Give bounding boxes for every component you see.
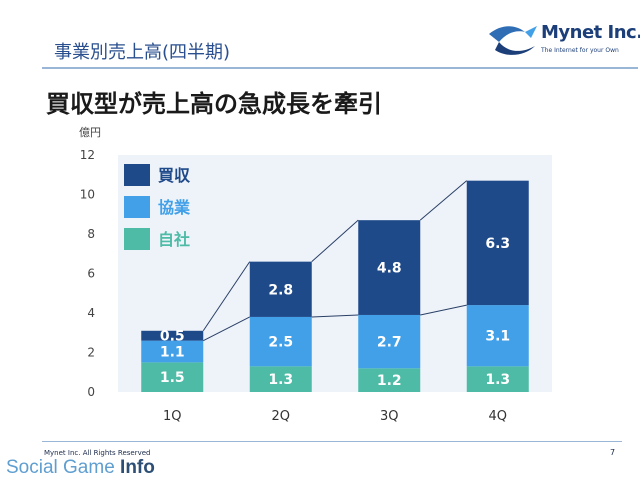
logo-name: Mynet Inc. (541, 22, 640, 43)
legend-swatch (124, 228, 150, 250)
y-tick-label: 10 (80, 188, 95, 202)
y-tick-label: 6 (87, 267, 95, 281)
data-label: 0.5 (160, 329, 185, 345)
data-label: 1.2 (377, 373, 402, 389)
bar-segment (141, 340, 204, 363)
bar-segment (249, 366, 312, 392)
watermark-bold-text: Info (120, 457, 155, 478)
stacked-bar-chart: 億円 0 2 4 6 8 10 12 1.5 1.10.5 1Q 1.3 2.5 2.8 2Q 1.2 2.7 4… (79, 126, 552, 424)
legend-swatch (124, 164, 150, 186)
footer-copyright: Mynet Inc. All Rights Reserved (44, 449, 151, 457)
data-label: 1.3 (485, 372, 510, 388)
bar-segment (466, 305, 529, 367)
y-axis-unit-label: 億円 (79, 126, 101, 139)
x-tick-label: 2Q (271, 409, 290, 424)
data-label: 2.7 (377, 335, 402, 351)
title-divider (42, 67, 638, 69)
watermark-text: Social Game (6, 457, 121, 478)
connector-line (202, 261, 251, 332)
legend-label: 自社 (158, 230, 190, 249)
connector-line (420, 304, 467, 316)
watermark: Social Game Info (6, 457, 155, 479)
bar-segment (466, 366, 529, 392)
x-tick-label: 4Q (488, 409, 507, 424)
legend-swatch (124, 196, 150, 218)
page-number: 7 (610, 448, 616, 457)
y-tick-label: 8 (87, 227, 95, 241)
slide-headline: 買収型が売上高の急成長を牽引 (46, 90, 382, 118)
data-label: 3.1 (485, 329, 510, 345)
y-tick-label: 2 (87, 346, 95, 360)
bar-segment (249, 316, 312, 367)
y-tick-label: 4 (87, 306, 95, 320)
data-label: 2.5 (268, 335, 293, 351)
x-tick-label: 3Q (380, 409, 399, 424)
bar-segment (358, 220, 421, 315)
logo-wing-icon (489, 26, 537, 55)
bar-segment (358, 368, 421, 392)
data-label: 6.3 (485, 236, 510, 252)
data-label: 2.8 (268, 282, 293, 298)
data-label: 4.8 (377, 261, 402, 277)
connector-line (311, 314, 359, 318)
connector-line (419, 180, 468, 221)
bar-segment (249, 261, 312, 317)
bar-segment (358, 314, 421, 369)
y-tick-label: 0 (87, 385, 95, 399)
legend-label: 買収 (158, 166, 191, 185)
data-label: 1.5 (160, 370, 185, 386)
data-label: 1.3 (268, 372, 293, 388)
company-logo: Mynet Inc. The Internet for your Own (485, 20, 640, 66)
section-title: 事業別売上高(四半期) (54, 42, 231, 63)
x-tick-label: 1Q (163, 409, 182, 424)
data-label: 1.1 (160, 345, 185, 361)
connector-line (311, 219, 359, 263)
connector-line (203, 316, 250, 342)
bar-segment (141, 330, 204, 341)
bar-segment (466, 180, 529, 306)
y-tick-label: 12 (80, 148, 95, 162)
legend-label: 協業 (158, 198, 191, 217)
bar-segment (141, 362, 204, 392)
logo-tagline: The Internet for your Own (541, 47, 619, 54)
footer-divider (42, 441, 622, 442)
